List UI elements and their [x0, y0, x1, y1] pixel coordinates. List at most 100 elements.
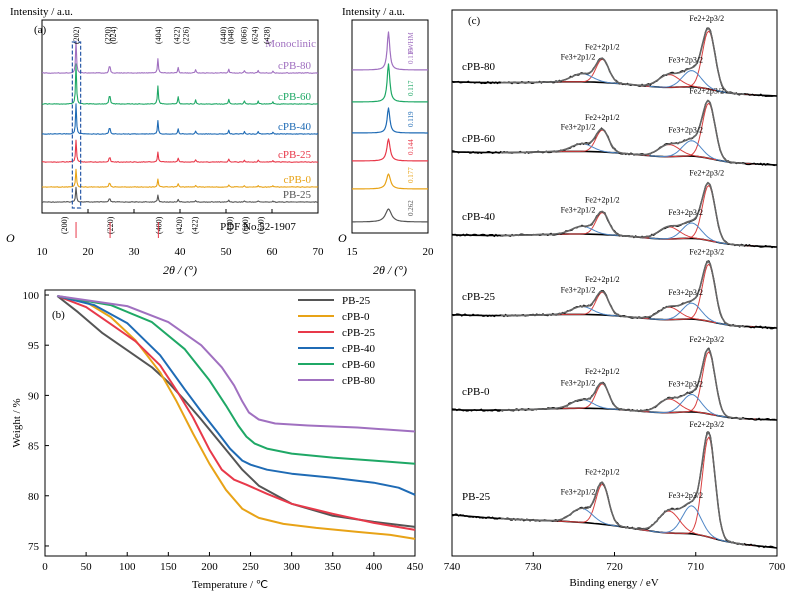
- tga-legend-label: cPB-60: [342, 359, 376, 371]
- tga-ytick-label: 95: [28, 340, 40, 352]
- xps-peak-label-fe3-32: Fe3+2p3/2: [668, 56, 703, 65]
- xps-peak-label-fe2-12: Fe2+2p1/2: [585, 367, 620, 376]
- xrd-highlight-box: [71, 41, 82, 209]
- xps-peak-label-fe2-12: Fe2+2p1/2: [585, 113, 620, 122]
- xrd-series-label-cPB-40: cPB-40: [278, 121, 312, 133]
- xrd-line-cPB-80: [41, 40, 318, 74]
- tga-xtick-label: 150: [160, 561, 177, 573]
- xps-component-cPB-25: [642, 302, 739, 327]
- xrd-xtick-label: 40: [175, 246, 187, 258]
- xrd-hkl-label: (048): [227, 26, 236, 44]
- xps-data-cPB-40: [451, 182, 776, 249]
- tga-ytick-label: 75: [28, 541, 40, 553]
- xrd-line-cPB-60: [41, 63, 319, 105]
- inset-xtick-label: 20: [423, 246, 435, 258]
- xps-envelope-cPB-80: [500, 27, 745, 96]
- tga-xtick-label: 100: [119, 561, 136, 573]
- xps-peak-label-fe3-32: Fe3+2p3/2: [668, 126, 703, 135]
- xrd-pdf-hkl-label: (422): [191, 216, 200, 234]
- xps-data-PB-25: [451, 431, 776, 549]
- xps-xtick-label: 720: [606, 561, 623, 573]
- inset-ylabel: Intensity / a.u.: [342, 6, 405, 18]
- xps-envelope-cPB-60: [500, 99, 745, 165]
- xrd-line-PB-25: [41, 186, 319, 203]
- tga-xtick-label: 50: [81, 561, 93, 573]
- inset-origin: O: [338, 231, 347, 245]
- tga-ytick-label: 90: [28, 390, 40, 402]
- inset-xtick-label: 15: [347, 246, 359, 258]
- xps-sample-label: cPB-80: [462, 61, 496, 73]
- xrd-pdf-hkl-label: (440): [226, 216, 235, 234]
- tga-xtick-label: 250: [242, 561, 259, 573]
- inset-fwhm-value: 0.144: [407, 139, 415, 155]
- xps-peak-label-fe2-32: Fe2+2p3/2: [689, 14, 724, 23]
- xrd-pdf-label: PDF No.52-1907: [220, 221, 296, 233]
- xps-peak-label-fe2-32: Fe2+2p3/2: [689, 86, 724, 95]
- tga-ytick-label: 100: [23, 290, 40, 302]
- xrd-hkl-label: (226): [182, 26, 191, 44]
- xps-peak-label-fe3-12: Fe3+2p1/2: [561, 285, 596, 294]
- xps-envelope-cPB-40: [500, 181, 745, 247]
- tga-line-cPB-60: [57, 295, 416, 465]
- xps-peak-label-fe3-32: Fe3+2p3/2: [668, 491, 703, 500]
- xrd-xtick-label: 10: [37, 246, 49, 258]
- tga-line-cPB-40: [57, 295, 416, 496]
- xps-sample-label: cPB-60: [462, 133, 496, 145]
- tga-xtick-label: 200: [201, 561, 218, 573]
- xrd-hkl-label: (440): [219, 26, 228, 44]
- xrd-hkl-label: (202): [72, 26, 81, 44]
- xps-component-cPB-40: [642, 222, 739, 246]
- tga-line-cPB-0: [57, 295, 416, 540]
- xps-sample-label: PB-25: [462, 491, 491, 503]
- xps-peak-label-fe2-32: Fe2+2p3/2: [689, 335, 724, 344]
- xrd-hkl-label: (428): [262, 26, 271, 44]
- xps-sample-label: cPB-40: [462, 211, 496, 223]
- tga-legend-label: cPB-80: [342, 375, 376, 387]
- xrd-series-label-PB-25: PB-25: [283, 189, 312, 201]
- inset-fwhm-value: 0.116: [407, 48, 415, 64]
- inset-line-cPB-40: [351, 107, 428, 134]
- inset-fwhm-value: 0.177: [407, 167, 415, 183]
- xps-peak-label-fe3-12: Fe3+2p1/2: [561, 379, 596, 388]
- xps-peak-label-fe2-12: Fe2+2p1/2: [585, 275, 620, 284]
- tga-xlabel: Temperature / ℃: [192, 579, 268, 591]
- xps-sample-label: cPB-25: [462, 291, 496, 303]
- xrd-series-label-cPB-0: cPB-0: [284, 174, 312, 186]
- xps-envelope-PB-25: [500, 430, 745, 546]
- tga-xtick-label: 350: [325, 561, 342, 573]
- tga-xtick-label: 300: [283, 561, 300, 573]
- xrd-pdf-hkl-label: (200): [60, 216, 69, 234]
- xrd-line-cPB-40: [42, 103, 319, 135]
- inset-line-cPB-80: [352, 31, 428, 71]
- xps-peak-label-fe3-32: Fe3+2p3/2: [668, 208, 703, 217]
- xrd-line-cPB-0: [41, 168, 319, 188]
- tga-frame: [44, 289, 416, 557]
- tga-ytick-label: 85: [28, 441, 40, 453]
- tga-xtick-label: 0: [42, 561, 48, 573]
- xrd-series-label-cPB-25: cPB-25: [278, 149, 312, 161]
- inset-xlabel: 2θ / (°): [373, 263, 407, 277]
- xrd-hkl-label: (066): [239, 26, 248, 44]
- xrd-hkl-label: (422): [172, 26, 181, 44]
- xps-peak-label-fe3-12: Fe3+2p1/2: [561, 487, 596, 496]
- xrd-pdf-hkl-label: (620): [257, 216, 266, 234]
- tga-xtick-label: 400: [366, 561, 383, 573]
- xrd-series-label-cPB-80: cPB-80: [278, 60, 312, 72]
- xps-peak-label-fe3-32: Fe3+2p3/2: [668, 380, 703, 389]
- xrd-xtick-label: 70: [313, 246, 325, 258]
- xrd-ylabel: Intensity / a.u.: [10, 6, 73, 18]
- xps-envelope-cPB-0: [500, 347, 745, 420]
- xps-xtick-label: 730: [525, 561, 542, 573]
- xps-peak-label-fe2-32: Fe2+2p3/2: [689, 247, 724, 256]
- xrd-line-cPB-25: [42, 139, 318, 163]
- xps-peak-label-fe2-12: Fe2+2p1/2: [585, 196, 620, 205]
- tga-ylabel: Weight / %: [11, 398, 23, 447]
- xps-peak-label-fe3-32: Fe3+2p3/2: [668, 288, 703, 297]
- inset-line-cPB-60: [352, 63, 428, 103]
- inset-line-cPB-25: [352, 138, 428, 162]
- xps-background-cPB-80: [451, 81, 778, 97]
- tga-legend-label: cPB-25: [342, 327, 376, 339]
- xrd-pdf-hkl-label: (600): [241, 216, 250, 234]
- xrd-pdf-hkl-label: (420): [175, 216, 184, 234]
- xps-peak-label-fe2-12: Fe2+2p1/2: [585, 42, 620, 51]
